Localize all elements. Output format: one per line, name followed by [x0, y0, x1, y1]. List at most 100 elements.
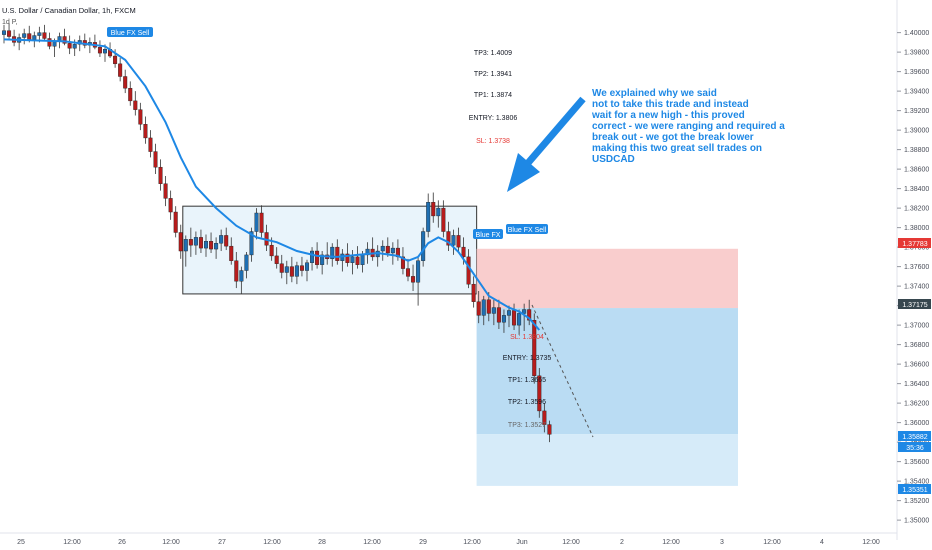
candle[interactable]: [153, 143, 158, 174]
signal-label-2[interactable]: Blue FX: [473, 229, 503, 239]
candle[interactable]: [471, 276, 476, 308]
candle-body: [229, 245, 234, 261]
candle[interactable]: [380, 240, 385, 261]
candle[interactable]: [133, 91, 138, 116]
target-zone[interactable]: [476, 308, 738, 435]
candle[interactable]: [284, 260, 289, 285]
candle[interactable]: [188, 227, 193, 257]
x-tick-label: 3: [720, 539, 724, 546]
candle[interactable]: [148, 130, 153, 158]
candle[interactable]: [244, 252, 249, 279]
candle[interactable]: [128, 81, 133, 106]
candle[interactable]: [279, 254, 284, 279]
candle[interactable]: [229, 237, 234, 265]
candle[interactable]: [249, 227, 254, 262]
candle[interactable]: [138, 102, 143, 131]
candle[interactable]: [239, 266, 244, 294]
candle[interactable]: [203, 234, 208, 257]
candle[interactable]: [517, 309, 522, 335]
candle[interactable]: [411, 264, 416, 291]
candle[interactable]: [92, 34, 97, 50]
candle-body: [62, 36, 67, 44]
candle-body: [345, 253, 350, 263]
candle-body: [294, 265, 299, 277]
candle[interactable]: [118, 57, 123, 82]
candle-body: [37, 32, 42, 36]
candle[interactable]: [17, 33, 22, 51]
candle[interactable]: [7, 22, 12, 39]
candle[interactable]: [299, 256, 304, 277]
candle[interactable]: [2, 24, 6, 44]
candle[interactable]: [501, 309, 506, 333]
candle[interactable]: [390, 242, 395, 265]
candle[interactable]: [431, 192, 436, 223]
candle[interactable]: [178, 224, 183, 259]
candle[interactable]: [97, 40, 102, 57]
candle[interactable]: [446, 221, 451, 252]
candle[interactable]: [320, 251, 325, 275]
candle-body: [193, 237, 198, 246]
candle[interactable]: [198, 229, 203, 253]
candle[interactable]: [42, 24, 47, 41]
candle[interactable]: [193, 231, 198, 255]
candle[interactable]: [522, 303, 527, 331]
candle[interactable]: [350, 250, 355, 275]
candle[interactable]: [335, 239, 340, 265]
candle[interactable]: [537, 368, 542, 418]
candle[interactable]: [441, 200, 446, 238]
candle[interactable]: [163, 175, 168, 207]
candle[interactable]: [496, 299, 501, 330]
candle[interactable]: [274, 247, 279, 269]
candle[interactable]: [406, 258, 411, 282]
candle[interactable]: [527, 299, 532, 326]
candle[interactable]: [209, 232, 214, 253]
candle[interactable]: [451, 229, 456, 255]
price-scale[interactable]: 1.40000 1.39800 1.39600 1.39400 1.39200 1.390…: [896, 0, 932, 550]
x-tick-label: Jun: [516, 539, 527, 546]
candle[interactable]: [400, 247, 405, 275]
x-tick-label: 2: [620, 539, 624, 546]
stop-zone[interactable]: [476, 248, 738, 309]
candle[interactable]: [436, 200, 441, 228]
candle[interactable]: [62, 28, 67, 46]
candle[interactable]: [168, 190, 173, 220]
candle[interactable]: [547, 420, 552, 443]
candle[interactable]: [289, 256, 294, 283]
candle[interactable]: [158, 159, 163, 191]
candle[interactable]: [22, 28, 27, 45]
candle[interactable]: [214, 237, 219, 259]
candle[interactable]: [12, 29, 17, 47]
candle-body: [355, 256, 360, 265]
signal-label-1[interactable]: Blue FX Sell: [107, 27, 153, 37]
candle[interactable]: [294, 261, 299, 285]
candle[interactable]: [416, 256, 421, 306]
candle[interactable]: [143, 116, 148, 144]
candle[interactable]: [310, 247, 315, 271]
candle[interactable]: [542, 403, 547, 433]
candle[interactable]: [355, 246, 360, 269]
candle[interactable]: [305, 259, 310, 282]
candle[interactable]: [123, 69, 128, 94]
x-tick-label: 28: [318, 539, 326, 546]
candle[interactable]: [183, 235, 188, 267]
signal-label-3[interactable]: Blue FX Sell: [506, 224, 548, 234]
candle[interactable]: [476, 291, 481, 324]
candle[interactable]: [67, 35, 72, 55]
candle[interactable]: [234, 252, 239, 289]
candle[interactable]: [330, 243, 335, 267]
candle[interactable]: [82, 33, 87, 49]
candle[interactable]: [426, 193, 431, 238]
candle[interactable]: [224, 227, 229, 251]
candle[interactable]: [507, 305, 512, 328]
candle[interactable]: [481, 295, 486, 326]
candle-body: [239, 270, 244, 282]
candle[interactable]: [254, 208, 259, 240]
time-scale[interactable]: 25 12:00 26 12:00 27 12:00 28 12:00 29 12:00 Jun 12…: [0, 532, 897, 546]
candle[interactable]: [219, 229, 224, 252]
candle[interactable]: [173, 206, 178, 238]
x-tick-label: 29: [419, 539, 427, 546]
candle[interactable]: [259, 205, 264, 238]
candle[interactable]: [491, 299, 496, 326]
candle[interactable]: [456, 227, 461, 252]
